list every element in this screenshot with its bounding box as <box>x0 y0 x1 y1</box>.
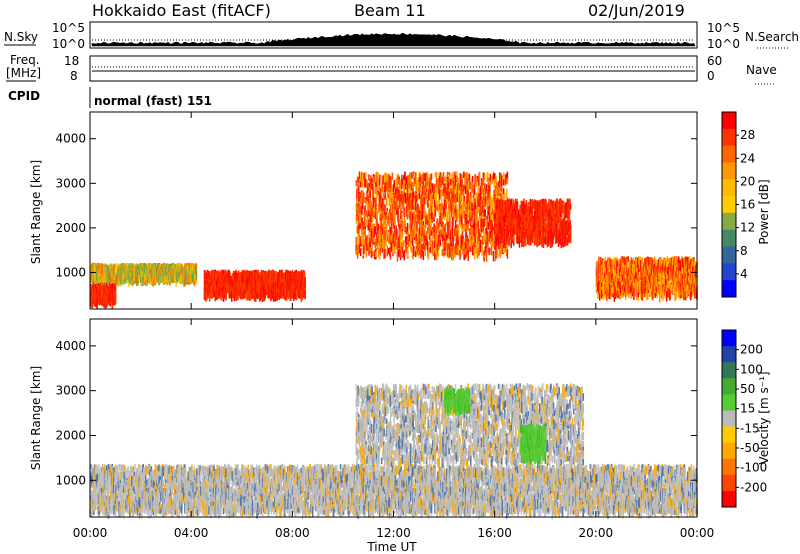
scatter-cell <box>360 182 362 188</box>
scatter-cell <box>365 172 367 177</box>
freq-panel: Freq. [MHz] 18 8 60 0 Nave <box>6 53 777 84</box>
freq-label: Freq. <box>10 53 40 67</box>
scatter-cell <box>360 248 362 256</box>
scatter-cell <box>115 296 117 305</box>
nave-label: Nave <box>746 63 777 77</box>
power-scatter <box>90 171 698 308</box>
nsky-tick-low: 10^0 <box>52 37 85 51</box>
nsearch-label: N.Search <box>745 30 799 44</box>
cpid-label: CPID <box>8 89 40 103</box>
scatter-cell <box>304 290 306 299</box>
radar-summary-plot: Hokkaido East (fitACF) Beam 11 02/Jun/20… <box>0 0 800 554</box>
scatter-cell <box>363 193 365 202</box>
scatter-cell <box>368 174 370 180</box>
station-title: Hokkaido East (fitACF) <box>92 1 271 20</box>
freq-tick-high: 18 <box>64 54 79 68</box>
nsky-label: N.Sky <box>4 30 38 44</box>
nsearch-tick-low: 10^0 <box>707 37 740 51</box>
freq-unit-label: [MHz] <box>6 66 41 80</box>
scatter-cell <box>196 263 198 269</box>
scatter-cell <box>304 278 306 287</box>
nsky-panel: N.Sky 10^5 10^0 10^5 10^0 N.Search <box>4 21 799 51</box>
cpid-value: normal (fast) 151 <box>94 94 212 108</box>
scatter-cell <box>359 228 361 238</box>
date-title: 02/Jun/2019 <box>588 1 685 20</box>
beam-title: Beam 11 <box>354 1 426 20</box>
nave-tick-high: 60 <box>707 54 722 68</box>
scatter-cell <box>115 286 117 291</box>
scatter-cell <box>364 229 366 235</box>
scatter-cell <box>366 251 368 257</box>
nsky-tick-high: 10^5 <box>52 21 85 35</box>
freq-tick-low: 8 <box>70 69 78 83</box>
scatter-cell <box>372 251 374 256</box>
scatter-cell <box>196 270 198 279</box>
nsearch-tick-high: 10^5 <box>707 21 740 35</box>
nave-tick-low: 0 <box>707 69 715 83</box>
cpid-panel: CPID normal (fast) 151 <box>8 87 212 108</box>
